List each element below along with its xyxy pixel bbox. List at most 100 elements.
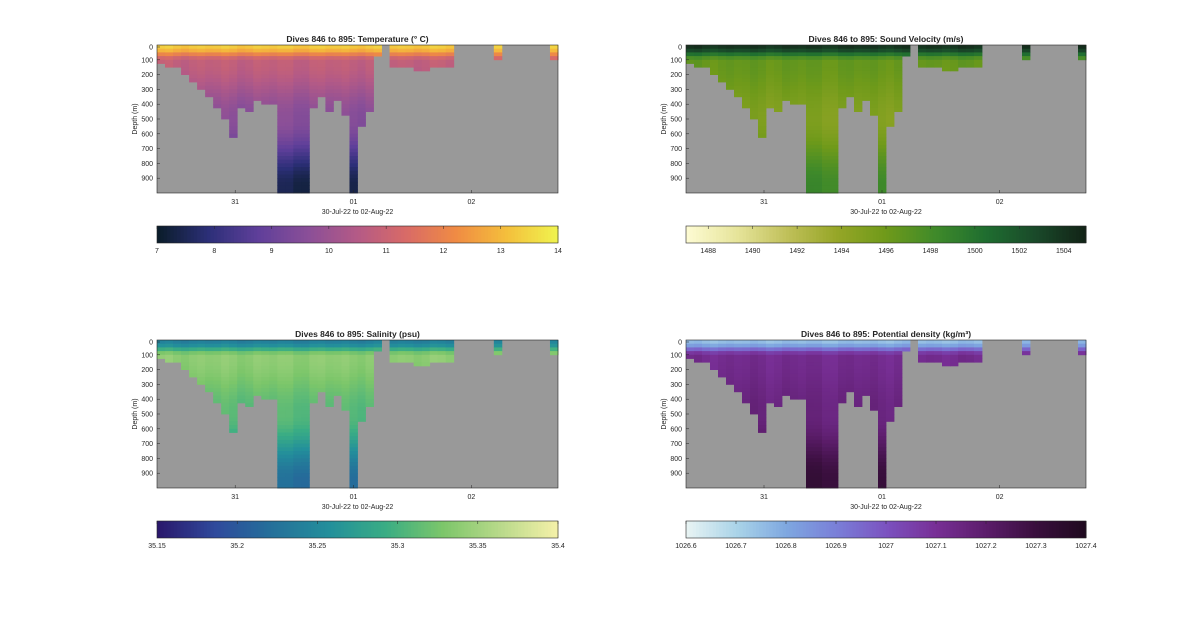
- heatmap-cell: [734, 358, 743, 363]
- heatmap-cell: [365, 402, 374, 407]
- heatmap-cell: [846, 67, 855, 72]
- heatmap-cell: [854, 358, 863, 363]
- heatmap-cell: [237, 388, 246, 393]
- heatmap-cell: [774, 89, 783, 94]
- heatmap-cell: [878, 159, 887, 164]
- heatmap-cell: [213, 93, 222, 98]
- heatmap-cell: [293, 100, 302, 105]
- heatmap-cell: [293, 159, 302, 164]
- y-tick-label: 400: [141, 102, 153, 109]
- colorbar-segment: [314, 521, 318, 538]
- heatmap-cell: [293, 391, 302, 396]
- heatmap-cell: [317, 78, 326, 83]
- heatmap-cell: [213, 59, 222, 64]
- colorbar-segment: [340, 521, 345, 538]
- colorbar-segment: [726, 226, 730, 243]
- heatmap-cell: [758, 365, 767, 370]
- colorbar-segment: [160, 226, 165, 243]
- y-tick-label: 500: [141, 412, 153, 419]
- heatmap-cell: [269, 377, 278, 382]
- heatmap-cell: [918, 358, 927, 363]
- heatmap-cell: [886, 414, 895, 419]
- heatmap-cell: [838, 347, 847, 352]
- heatmap-cell: [918, 351, 927, 356]
- colorbar-segment: [554, 521, 559, 538]
- heatmap-cell: [357, 391, 366, 396]
- heatmap-cell: [846, 89, 855, 94]
- heatmap-cell: [814, 402, 823, 407]
- heatmap-cell: [870, 111, 879, 116]
- heatmap-cell: [349, 480, 358, 485]
- heatmap-cell: [277, 85, 286, 90]
- heatmap-cell: [830, 340, 839, 345]
- heatmap-cell: [838, 96, 847, 101]
- heatmap-cell: [694, 354, 703, 359]
- heatmap-cell: [213, 369, 222, 374]
- y-tick-label: 800: [141, 456, 153, 463]
- heatmap-cell: [718, 351, 727, 356]
- heatmap-cell: [838, 365, 847, 370]
- heatmap-cell: [814, 454, 823, 459]
- colorbar-segment: [357, 521, 362, 538]
- heatmap-cell: [301, 451, 310, 456]
- heatmap-cell: [742, 399, 751, 404]
- heatmap-cell: [229, 48, 238, 53]
- heatmap-cell: [277, 167, 286, 172]
- colorbar-segment: [431, 521, 435, 538]
- heatmap-cell: [445, 63, 455, 68]
- y-tick-label: 100: [141, 57, 153, 64]
- heatmap-cell: [750, 52, 759, 57]
- heatmap-cell: [365, 82, 374, 87]
- colorbar-segment: [441, 226, 445, 243]
- heatmap-cell: [830, 369, 839, 374]
- heatmap-cell: [189, 369, 198, 374]
- colorbar-segment: [942, 226, 947, 243]
- heatmap-cell: [341, 104, 350, 109]
- colorbar-segment: [370, 521, 375, 538]
- heatmap-cell: [285, 93, 294, 98]
- colorbar-segment: [902, 521, 907, 538]
- colorbar-segment: [290, 521, 295, 538]
- colorbar-tick-label: 9: [270, 248, 274, 255]
- heatmap-cell: [325, 395, 334, 400]
- heatmap-cell: [894, 104, 903, 109]
- heatmap-cell: [269, 45, 278, 50]
- heatmap-cell: [293, 388, 302, 393]
- heatmap-cell: [205, 89, 214, 94]
- heatmap-cell: [397, 63, 407, 68]
- colorbar-segment: [689, 226, 694, 243]
- heatmap-cell: [349, 100, 358, 105]
- heatmap-cell: [798, 369, 807, 374]
- colorbar-segment: [387, 521, 392, 538]
- heatmap-cell: [349, 170, 358, 175]
- heatmap-cell: [309, 78, 318, 83]
- colorbar-segment: [782, 521, 787, 538]
- colorbar-segment: [290, 226, 295, 243]
- heatmap-cell: [942, 362, 951, 367]
- heatmap-cell: [405, 59, 415, 64]
- heatmap-cell: [806, 439, 815, 444]
- heatmap-cell: [806, 428, 815, 433]
- heatmap-cell: [173, 340, 182, 345]
- colorbar-segment: [976, 521, 980, 538]
- heatmap-cell: [237, 74, 246, 79]
- colorbar-segment: [237, 226, 242, 243]
- heatmap-cell: [942, 354, 951, 359]
- heatmap-cell: [317, 351, 326, 356]
- heatmap-cell: [822, 417, 831, 422]
- colorbar-tick-label: 8: [212, 248, 216, 255]
- heatmap-cell: [814, 469, 823, 474]
- heatmap-cell: [806, 163, 815, 168]
- heatmap-cell: [221, 59, 230, 64]
- colorbar-segment: [327, 226, 332, 243]
- heatmap-cell: [405, 343, 415, 348]
- heatmap-cell: [758, 384, 767, 389]
- heatmap-cell: [357, 63, 366, 68]
- heatmap-cell: [766, 52, 775, 57]
- heatmap-cell: [830, 351, 839, 356]
- heatmap-cell: [758, 377, 767, 382]
- heatmap-cell: [758, 395, 767, 400]
- heatmap-cell: [333, 351, 342, 356]
- heatmap-cell: [245, 93, 254, 98]
- heatmap-cell: [774, 358, 783, 363]
